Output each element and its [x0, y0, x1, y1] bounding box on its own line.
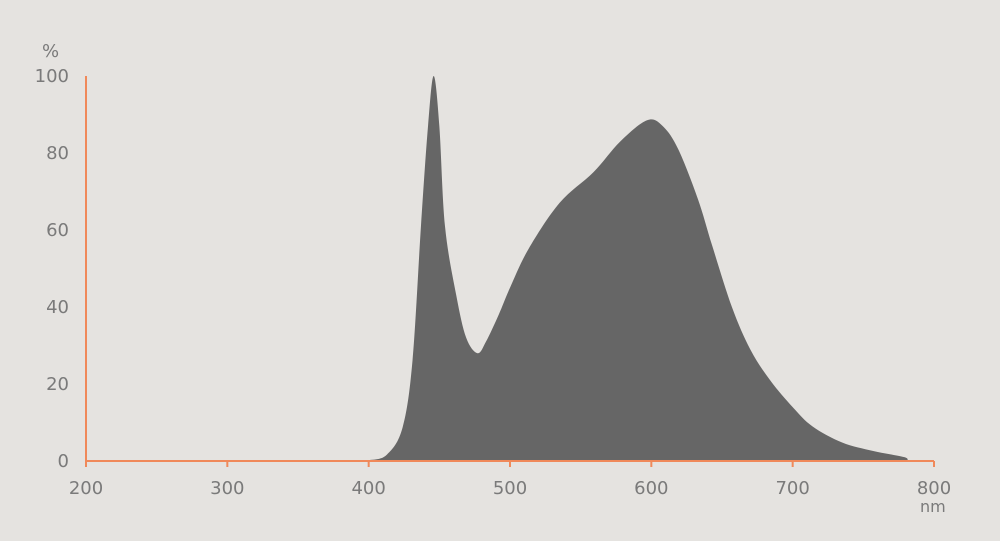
- x-tick-label: 600: [634, 478, 668, 499]
- y-ticks: 0 20 40 60 80 100: [35, 66, 69, 472]
- x-tick-label: 500: [493, 478, 527, 499]
- y-tick-label: 60: [46, 220, 69, 241]
- y-tick-label: 20: [46, 374, 69, 395]
- x-tick-label: 800: [917, 478, 951, 499]
- x-tick-label: 300: [210, 478, 244, 499]
- spectrum-area: [340, 76, 908, 461]
- y-tick-label: 40: [46, 297, 69, 318]
- x-tick-label: 700: [775, 478, 809, 499]
- y-axis-label: %: [42, 41, 59, 62]
- y-tick-label: 100: [35, 66, 69, 87]
- x-ticks: 200 300 400 500 600 700 800: [69, 461, 951, 499]
- y-tick-label: 80: [46, 143, 69, 164]
- x-axis-label: nm: [920, 497, 946, 516]
- x-tick-label: 200: [69, 478, 103, 499]
- x-tick-label: 400: [351, 478, 385, 499]
- y-tick-label: 0: [58, 451, 69, 472]
